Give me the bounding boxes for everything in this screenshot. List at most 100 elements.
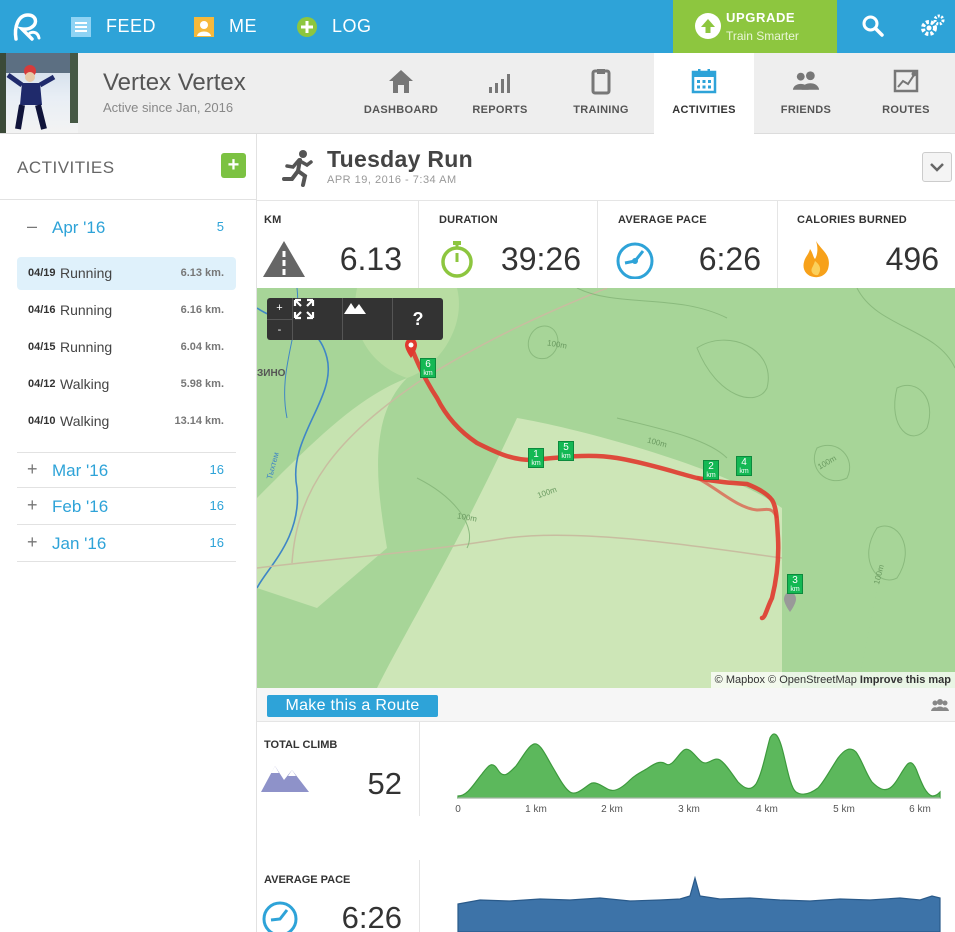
x-tick: 6 km: [909, 804, 931, 815]
place-label: ЗИНО: [257, 368, 286, 379]
group-icon[interactable]: [931, 698, 949, 712]
speedometer-icon: [262, 901, 298, 932]
stat-label: CALORIES BURNED: [797, 214, 907, 226]
nav-me[interactable]: ME: [193, 0, 257, 53]
nav-feed[interactable]: FEED: [70, 0, 156, 53]
attr-osm[interactable]: © OpenStreetMap: [768, 674, 857, 686]
tab-dashboard[interactable]: DASHBOARD: [351, 53, 451, 133]
tab-routes-label: ROUTES: [882, 104, 930, 116]
tab-friends-label: FRIENDS: [780, 104, 832, 116]
route-action-bar: Make this a Route: [257, 688, 955, 722]
stat-value: 6:26: [698, 241, 761, 277]
month-count: 16: [209, 535, 224, 550]
km-marker[interactable]: 3 km: [787, 574, 803, 594]
activity-item[interactable]: 04/15 Running 6.04 km.: [17, 331, 236, 364]
month-name: Apr '16: [52, 218, 106, 237]
attr-mapbox[interactable]: © Mapbox: [714, 674, 765, 686]
flame-icon: [803, 241, 829, 278]
stat-value: 6.13: [339, 241, 402, 277]
map-controls: + - ?: [267, 298, 443, 340]
nav-log[interactable]: LOG: [296, 0, 372, 53]
activity-distance: 6.13 km.: [180, 267, 224, 279]
avatar[interactable]: [0, 53, 78, 133]
month-group-apr-16[interactable]: – Apr '16 5: [17, 210, 236, 246]
terrain-button[interactable]: [343, 298, 393, 340]
elevation-section: TOTAL CLIMB 52 0 1 km 2 km 3 km 4 km 5 k…: [257, 722, 955, 816]
zoom-out-button[interactable]: -: [267, 319, 292, 340]
map-help-button[interactable]: ?: [412, 308, 424, 329]
stat-value: 496: [885, 241, 939, 277]
nav-log-label: LOG: [332, 16, 372, 36]
nav-me-label: ME: [229, 16, 257, 36]
activity-type: Running: [60, 265, 113, 281]
stat-label: AVERAGE PACE: [618, 214, 707, 226]
activity-date: 04/15: [28, 341, 56, 353]
friends-icon: [792, 71, 820, 90]
km-marker[interactable]: 4 km: [736, 456, 752, 476]
pace-chart[interactable]: [420, 860, 955, 932]
nav-feed-label: FEED: [106, 16, 157, 36]
route-map[interactable]: ЗИНО Тыхтем 100m 100m 100m 100m 100m 100…: [257, 288, 955, 688]
logo-icon: [13, 12, 41, 41]
month-group-feb-16[interactable]: + Feb '16 16: [17, 489, 236, 525]
gear-icon[interactable]: [918, 12, 946, 40]
month-count: 5: [216, 219, 224, 234]
activity-item[interactable]: 04/12 Walking 5.98 km.: [17, 368, 236, 401]
collapse-icon: –: [27, 216, 38, 236]
add-activity-button[interactable]: +: [221, 153, 246, 178]
km-marker[interactable]: 1 km: [528, 448, 544, 468]
activity-distance: 5.98 km.: [180, 378, 224, 390]
tab-training[interactable]: TRAINING: [551, 53, 651, 133]
tab-dashboard-label: DASHBOARD: [363, 104, 439, 116]
stat-label: DURATION: [439, 214, 498, 226]
chevron-down-icon: [930, 163, 944, 172]
upgrade-button[interactable]: UPGRADE Train Smarter: [673, 0, 837, 53]
activity-options-dropdown[interactable]: [922, 152, 952, 182]
avatar-photo: [0, 53, 78, 133]
activity-item[interactable]: 04/19 Running 6.13 km.: [17, 257, 236, 290]
km-marker[interactable]: 2 km: [703, 460, 719, 480]
x-tick: 0: [455, 804, 461, 815]
month-count: 16: [209, 462, 224, 477]
activity-datetime: APR 19, 2016 - 7:34 AM: [327, 174, 457, 186]
tab-friends[interactable]: FRIENDS: [756, 53, 856, 133]
activity-date: 04/16: [28, 304, 56, 316]
month-group-jan-16[interactable]: + Jan '16 16: [17, 526, 236, 562]
tab-routes[interactable]: ROUTES: [856, 53, 955, 133]
arrow-up-icon: [695, 13, 721, 39]
home-icon: [389, 70, 413, 93]
activity-item[interactable]: 04/16 Running 6.16 km.: [17, 294, 236, 327]
climb-label: TOTAL CLIMB: [264, 739, 338, 751]
app-logo[interactable]: [0, 0, 52, 53]
search-icon[interactable]: [861, 14, 885, 38]
pace-value: 6:26: [341, 900, 402, 932]
improve-map-link[interactable]: Improve this map: [859, 674, 951, 686]
stat-value: 39:26: [500, 241, 581, 277]
profile-active-since: Active since Jan, 2016: [103, 100, 234, 115]
tab-activities[interactable]: ACTIVITIES: [654, 53, 754, 134]
zoom-controls: + -: [267, 298, 293, 340]
activity-type: Walking: [60, 413, 110, 429]
month-group-mar-16[interactable]: + Mar '16 16: [17, 452, 236, 488]
elevation-chart[interactable]: 0 1 km 2 km 3 km 4 km 5 km 6 km: [420, 722, 955, 816]
activity-date: 04/10: [28, 415, 56, 427]
make-route-button[interactable]: Make this a Route: [267, 695, 438, 717]
feed-icon: [71, 16, 91, 37]
profile-header: Vertex Vertex Active since Jan, 2016 DAS…: [0, 53, 955, 134]
activity-date: 04/12: [28, 378, 56, 390]
x-tick: 1 km: [525, 804, 547, 815]
tab-reports[interactable]: REPORTS: [450, 53, 550, 133]
activity-date: 04/19: [28, 267, 56, 279]
km-marker[interactable]: 5 km: [558, 441, 574, 461]
fullscreen-button[interactable]: [293, 298, 343, 340]
bar-chart-icon: [489, 74, 510, 93]
zoom-in-button[interactable]: +: [276, 302, 283, 314]
calendar-icon: [691, 69, 717, 94]
plus-circle-icon: [297, 16, 317, 37]
activity-item[interactable]: 04/10 Walking 13.14 km.: [17, 405, 236, 438]
upgrade-subtitle: Train Smarter: [726, 29, 799, 43]
activity-title: Tuesday Run: [327, 146, 474, 172]
x-tick: 5 km: [833, 804, 855, 815]
km-marker[interactable]: 6 km: [420, 358, 436, 378]
stat-label: KM: [264, 214, 282, 226]
